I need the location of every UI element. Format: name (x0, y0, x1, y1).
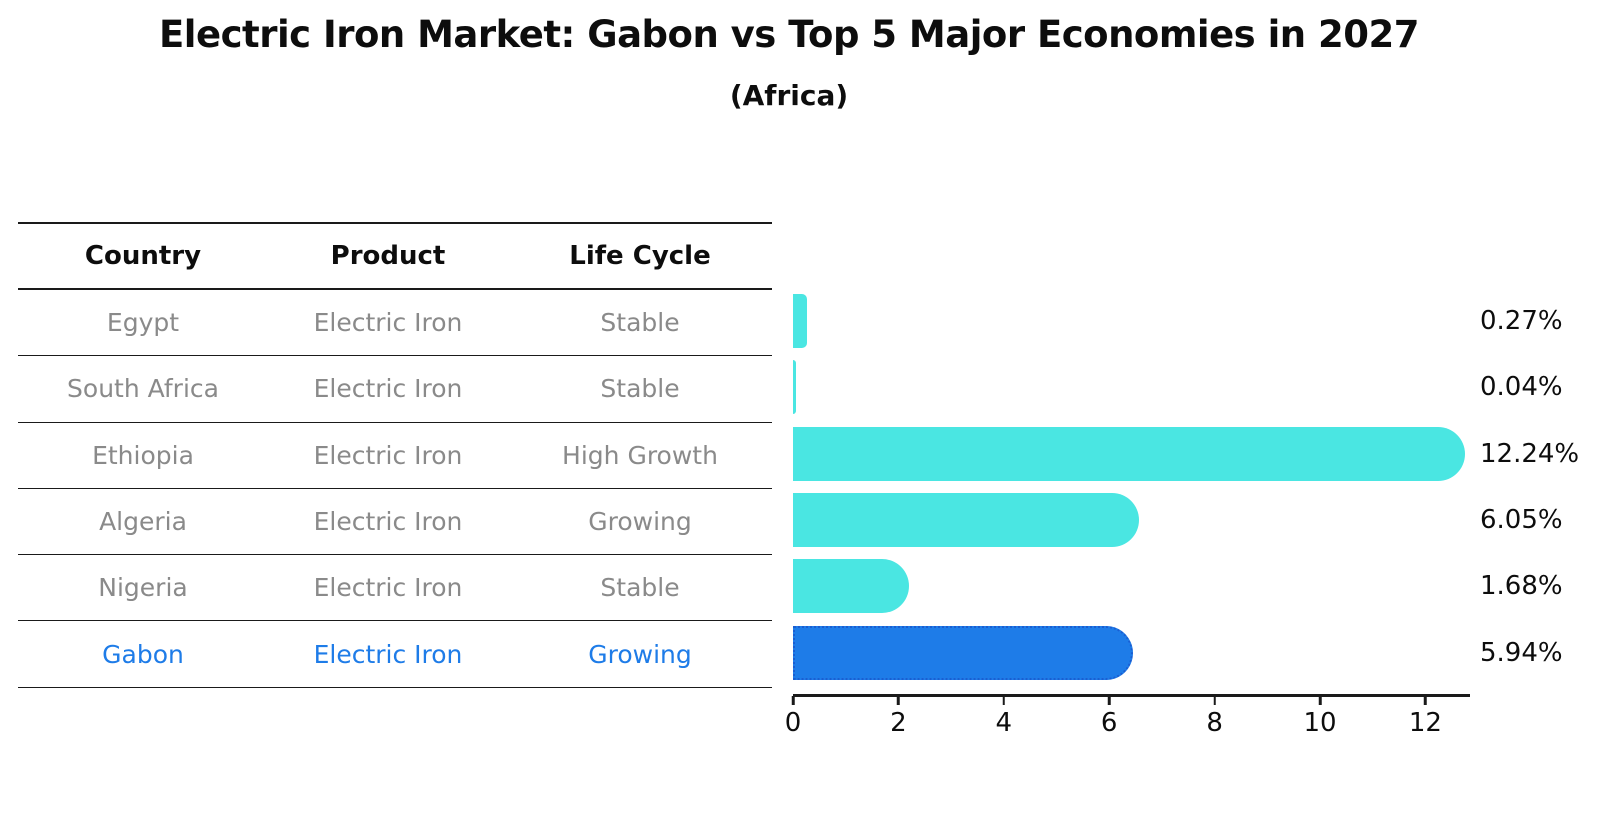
bar-ethiopia (793, 426, 1466, 481)
cell-country: Algeria (99, 507, 187, 537)
cell-life-cycle: Stable (600, 374, 680, 404)
bar-row-egypt: 0.27% (793, 288, 1604, 354)
table-row-egypt: Egypt Electric Iron Stable (18, 290, 772, 357)
bar-row-south-africa: 0.04% (793, 354, 1604, 420)
cell-product: Electric Iron (313, 440, 463, 470)
bar-row-algeria: 6.05% (793, 487, 1604, 553)
cell-product: Electric Iron (313, 507, 463, 537)
value-label-ethiopia: 12.24% (1480, 438, 1580, 469)
tick-mark (1002, 696, 1006, 705)
table-row-algeria: Algeria Electric Iron Growing (18, 489, 772, 556)
table-row-gabon: Gabon Electric Iron Growing (18, 621, 772, 688)
value-label-nigeria: 1.68% (1480, 571, 1563, 602)
tick-mark (791, 696, 795, 705)
bar-row-nigeria: 1.68% (793, 553, 1604, 619)
value-label-egypt: 0.27% (1480, 306, 1563, 337)
value-label-gabon: 5.94% (1480, 637, 1563, 668)
cell-life-cycle: High Growth (562, 440, 718, 470)
bar-algeria (793, 492, 1139, 547)
cell-country: Gabon (102, 639, 184, 669)
tick-label: 4 (995, 708, 1013, 738)
tick-label: 0 (784, 708, 802, 738)
bar-plot: 0.27% 0.04% 12.24% 6.05% 1.68% 5.94% 0 (785, 288, 1604, 748)
bar-south-africa (793, 360, 796, 415)
x-axis-line (793, 694, 1470, 697)
column-header-life-cycle: Life Cycle (569, 241, 711, 271)
cell-life-cycle: Stable (600, 308, 680, 338)
cell-product: Electric Iron (313, 573, 463, 603)
tick-label: 10 (1303, 708, 1337, 738)
table-row-ethiopia: Ethiopia Electric Iron High Growth (18, 423, 772, 489)
bar-row-ethiopia: 12.24% (793, 421, 1604, 487)
bar-egypt (793, 294, 808, 348)
tick-mark (1318, 696, 1322, 705)
column-header-country: Country (84, 241, 202, 271)
cell-product: Electric Iron (313, 308, 463, 338)
table-header-row: Country Product Life Cycle (18, 224, 772, 290)
table-row-south-africa: South Africa Electric Iron Stable (18, 356, 772, 423)
cell-country: Ethiopia (92, 440, 194, 470)
tick-mark (897, 696, 900, 705)
tick-mark (1213, 696, 1216, 705)
cell-life-cycle: Growing (588, 507, 692, 537)
bar-nigeria (793, 559, 909, 614)
tick-label: 2 (890, 708, 907, 738)
tick-label: 8 (1206, 708, 1223, 738)
cell-country: Egypt (106, 308, 180, 338)
tick-mark (1424, 696, 1427, 705)
value-label-south-africa: 0.04% (1480, 372, 1563, 403)
cell-product: Electric Iron (313, 639, 463, 669)
chart-subtitle: (Africa) (729, 79, 849, 112)
value-label-algeria: 6.05% (1480, 505, 1563, 536)
cell-product: Electric Iron (313, 374, 463, 404)
cell-country: South Africa (67, 374, 219, 404)
cell-country: Nigeria (98, 573, 188, 603)
bar-gabon (793, 625, 1134, 680)
cell-life-cycle: Stable (600, 573, 680, 603)
comparison-table: Country Product Life Cycle Egypt Electri… (18, 222, 772, 688)
bar-row-gabon: 5.94% (793, 620, 1604, 686)
column-header-product: Product (330, 241, 446, 271)
chart-title: Electric Iron Market: Gabon vs Top 5 Maj… (159, 13, 1419, 56)
tick-label: 12 (1408, 708, 1442, 738)
table-row-nigeria: Nigeria Electric Iron Stable (18, 555, 772, 622)
tick-label: 6 (1100, 708, 1118, 738)
tick-mark (1107, 696, 1111, 705)
cell-life-cycle: Growing (588, 639, 692, 669)
